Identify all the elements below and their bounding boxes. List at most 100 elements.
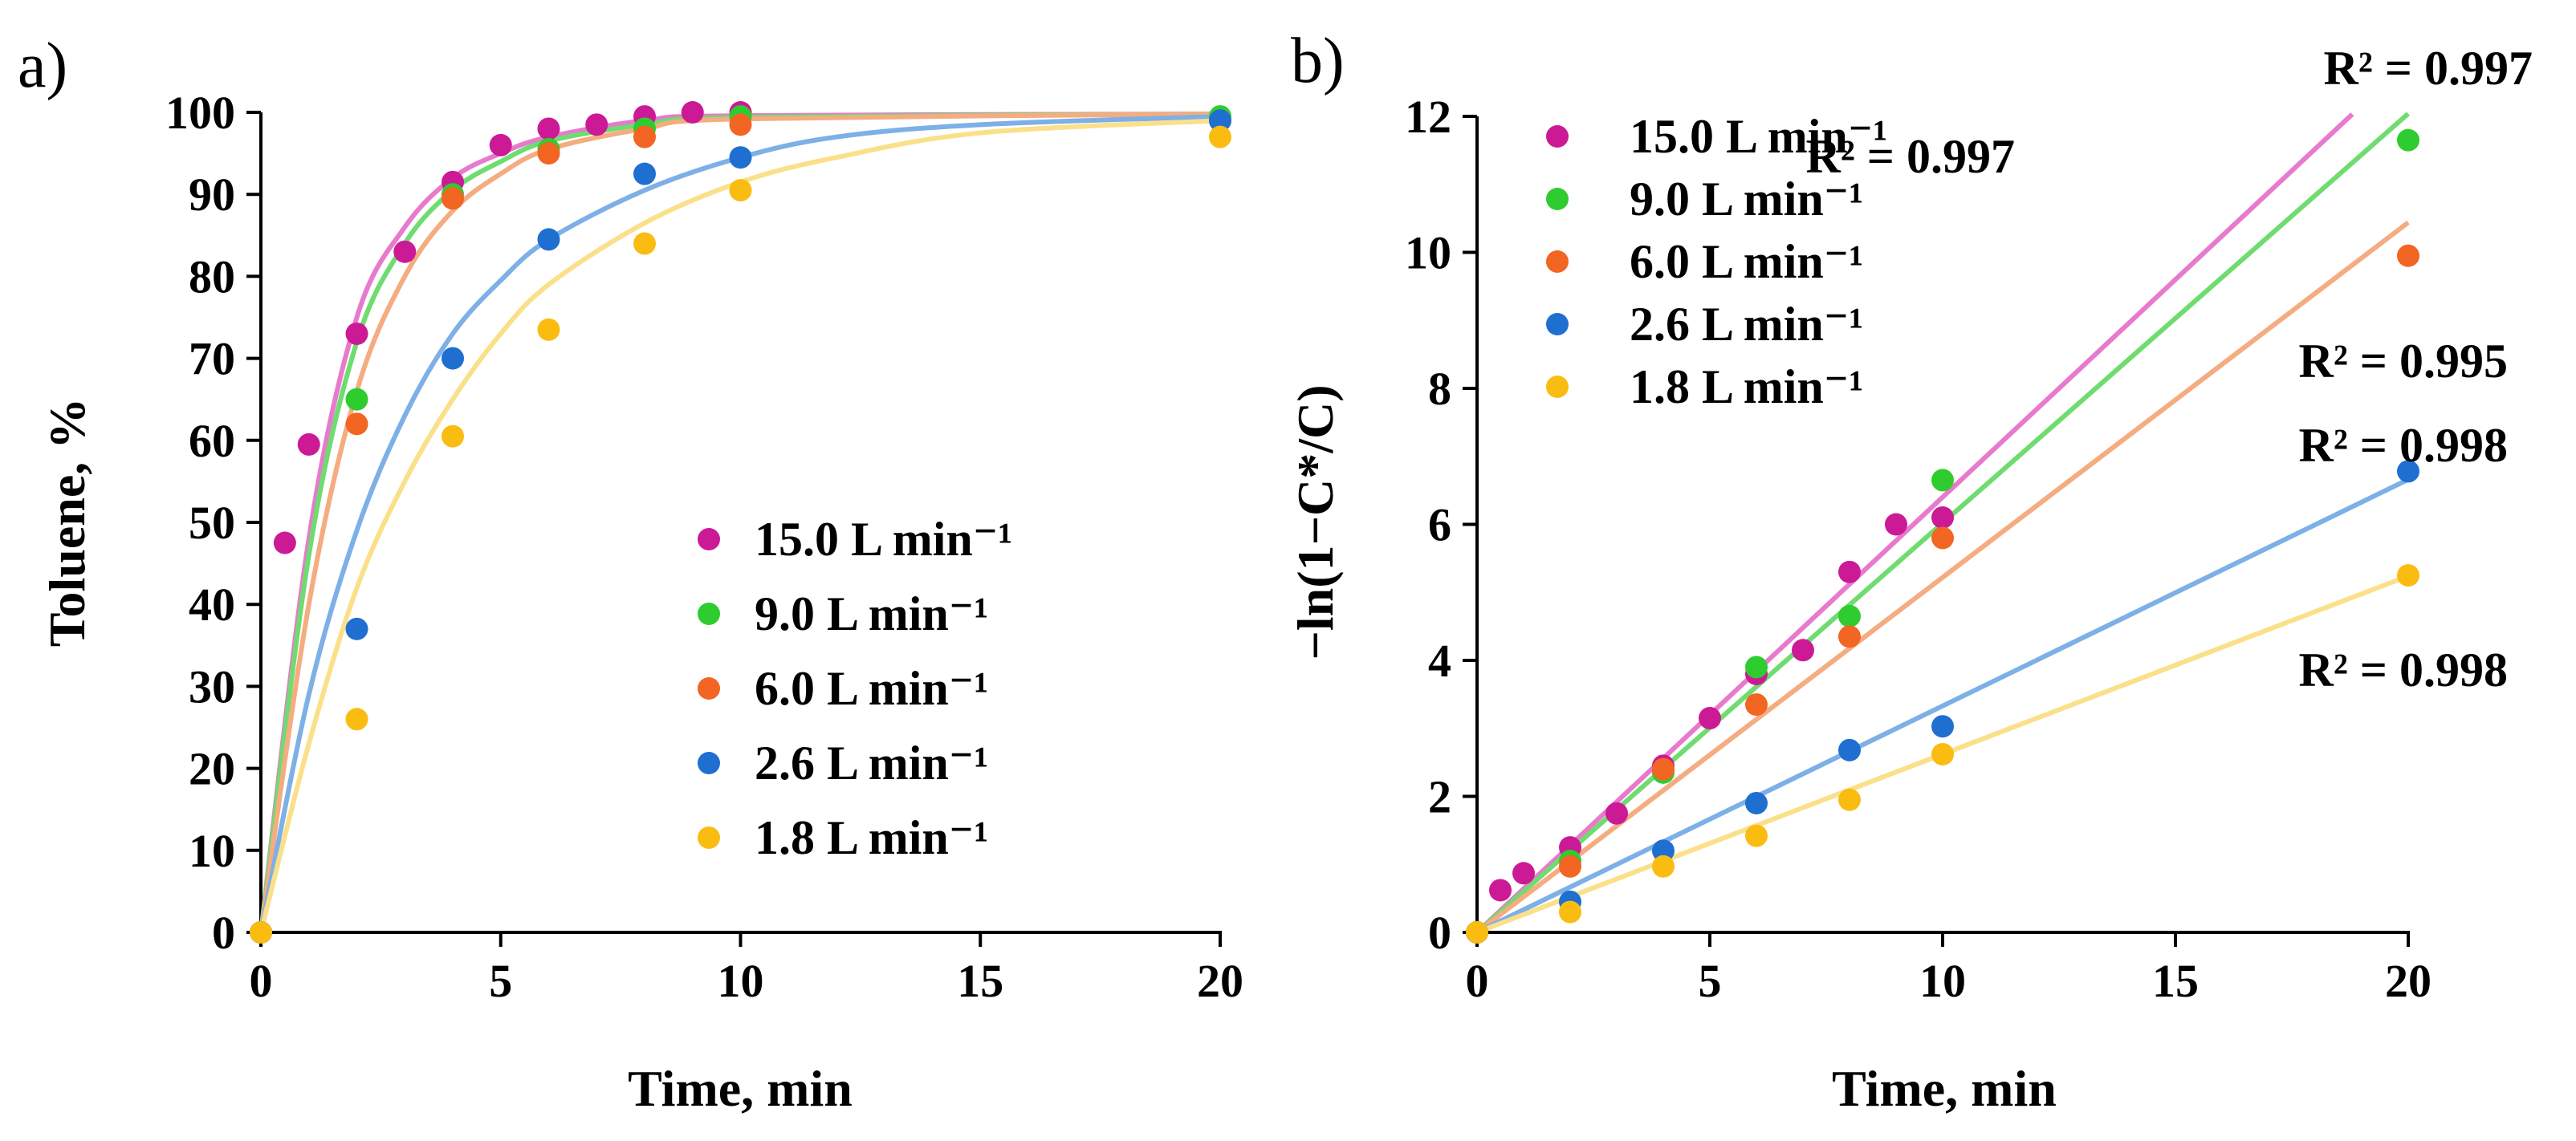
x-tick-label: 0 xyxy=(250,955,273,1007)
fit-line-series-0 xyxy=(258,112,1221,933)
data-point-series-4 xyxy=(442,424,464,448)
legend-label-1: 9.0 L min⁻¹ xyxy=(1630,173,1863,225)
x-tick-label: 5 xyxy=(1699,955,1722,1007)
data-point-series-1 xyxy=(1931,469,1954,492)
legend-marker-3 xyxy=(1546,313,1569,335)
legend-label-1: 9.0 L min⁻¹ xyxy=(755,587,988,640)
r-squared-annotation: R² = 0.997 xyxy=(1805,130,2015,183)
data-point-series-3 xyxy=(1931,715,1954,738)
y-tick-label: 100 xyxy=(165,87,235,139)
fit-line-series-3 xyxy=(258,114,1221,933)
data-point-series-0 xyxy=(1699,707,1721,730)
fit-line-series-2 xyxy=(1475,220,2410,935)
data-point-series-1 xyxy=(1838,604,1861,627)
legend-label-0: 15.0 L min⁻¹ xyxy=(755,513,1012,566)
data-point-series-2 xyxy=(1652,757,1675,781)
x-tick-label: 10 xyxy=(1919,955,1966,1007)
data-point-series-2 xyxy=(442,187,464,210)
y-tick-label: 6 xyxy=(1428,499,1451,551)
data-point-series-3 xyxy=(442,347,464,370)
data-point-series-0 xyxy=(1931,506,1954,530)
data-point-series-2 xyxy=(1931,526,1954,550)
data-point-series-2 xyxy=(1559,855,1581,878)
y-tick-label: 10 xyxy=(1405,227,1451,279)
legend-label-3: 2.6 L min⁻¹ xyxy=(755,737,988,790)
x-tick-label: 20 xyxy=(2385,955,2432,1007)
data-point-series-0 xyxy=(297,432,320,456)
data-point-series-0 xyxy=(585,113,608,136)
data-point-series-4 xyxy=(345,708,368,731)
panel-b: 0 5 10 15 20 0 2 4 6 8 10 12 Time, min −ln(1−C*/C) b) 1… xyxy=(1287,26,2533,1117)
legend-marker-1 xyxy=(1546,188,1569,210)
y-tick-label: 60 xyxy=(189,415,235,467)
data-point-series-4 xyxy=(729,179,752,202)
data-point-series-0 xyxy=(489,133,512,156)
r-squared-annotation: R² = 0.998 xyxy=(2298,419,2508,472)
data-point-series-3 xyxy=(345,617,368,640)
r-squared-annotation: R² = 0.995 xyxy=(2298,335,2508,388)
data-point-series-2 xyxy=(537,142,560,165)
y-axis-title: −ln(1−C*/C) xyxy=(1287,384,1344,660)
data-point-series-3 xyxy=(1838,738,1861,761)
data-point-series-0 xyxy=(345,322,368,345)
data-point-series-4 xyxy=(537,318,560,341)
legend-label-2: 6.0 L min⁻¹ xyxy=(1630,235,1863,288)
y-tick-label: 40 xyxy=(189,579,235,631)
x-tick-label: 15 xyxy=(2152,955,2199,1007)
legend-marker-4 xyxy=(1546,376,1569,398)
legend-label-2: 6.0 L min⁻¹ xyxy=(755,662,988,715)
data-point-series-2 xyxy=(1838,625,1861,648)
legend-label-4: 1.8 L min⁻¹ xyxy=(1630,360,1863,413)
data-point-series-0 xyxy=(1489,879,1512,902)
y-tick-label: 12 xyxy=(1405,91,1451,143)
data-point-series-3 xyxy=(1745,791,1768,814)
data-point-series-2 xyxy=(2397,244,2419,267)
data-point-series-4 xyxy=(1931,742,1954,765)
x-tick-label: 20 xyxy=(1197,955,1243,1007)
data-point-series-4 xyxy=(2397,564,2419,587)
y-tick-label: 4 xyxy=(1428,635,1451,687)
data-point-series-0 xyxy=(393,240,417,263)
data-point-series-2 xyxy=(633,125,656,148)
data-point-series-4 xyxy=(1652,855,1675,878)
data-point-series-0 xyxy=(1792,639,1814,662)
fit-line-series-2 xyxy=(258,112,1221,933)
data-point-series-0 xyxy=(1838,560,1861,583)
panel-label: a) xyxy=(18,30,67,101)
data-point-series-2 xyxy=(1745,693,1768,717)
y-tick-label: 70 xyxy=(189,333,235,385)
legend-label-4: 1.8 L min⁻¹ xyxy=(755,811,988,864)
data-point-series-3 xyxy=(1209,109,1231,132)
legend-marker-2 xyxy=(1546,250,1569,273)
legend-marker-1 xyxy=(698,603,720,625)
x-tick-label: 10 xyxy=(718,955,764,1007)
data-point-series-2 xyxy=(345,412,368,436)
data-point-series-0 xyxy=(1885,513,1907,536)
data-point-series-1 xyxy=(2397,128,2419,152)
data-point-series-0 xyxy=(537,117,560,140)
data-point-series-1 xyxy=(345,388,368,411)
data-point-series-0 xyxy=(1512,862,1535,885)
x-axis-title: Time, min xyxy=(1832,1060,2057,1117)
data-point-series-0 xyxy=(1605,802,1628,825)
y-tick-label: 90 xyxy=(189,169,235,221)
data-point-series-3 xyxy=(633,162,656,185)
fit-line-series-0 xyxy=(1475,112,2354,935)
x-axis-title: Time, min xyxy=(628,1060,853,1117)
data-point-series-4 xyxy=(633,232,656,255)
y-tick-label: 20 xyxy=(189,743,235,795)
r-squared-annotation: R² = 0.998 xyxy=(2298,644,2508,696)
fit-line-series-3 xyxy=(1475,477,2410,935)
data-point-series-3 xyxy=(729,146,752,169)
legend-marker-2 xyxy=(698,677,720,700)
x-tick-label: 5 xyxy=(489,955,512,1007)
x-tick-label: 15 xyxy=(957,955,1003,1007)
legend-marker-0 xyxy=(698,528,720,550)
data-point-series-4 xyxy=(1466,921,1488,944)
y-tick-label: 8 xyxy=(1428,363,1451,415)
y-tick-label: 0 xyxy=(1428,907,1451,959)
data-point-series-4 xyxy=(1209,125,1231,148)
data-point-series-2 xyxy=(729,113,752,136)
x-tick-label: 0 xyxy=(1466,955,1489,1007)
data-point-series-4 xyxy=(1559,900,1581,924)
